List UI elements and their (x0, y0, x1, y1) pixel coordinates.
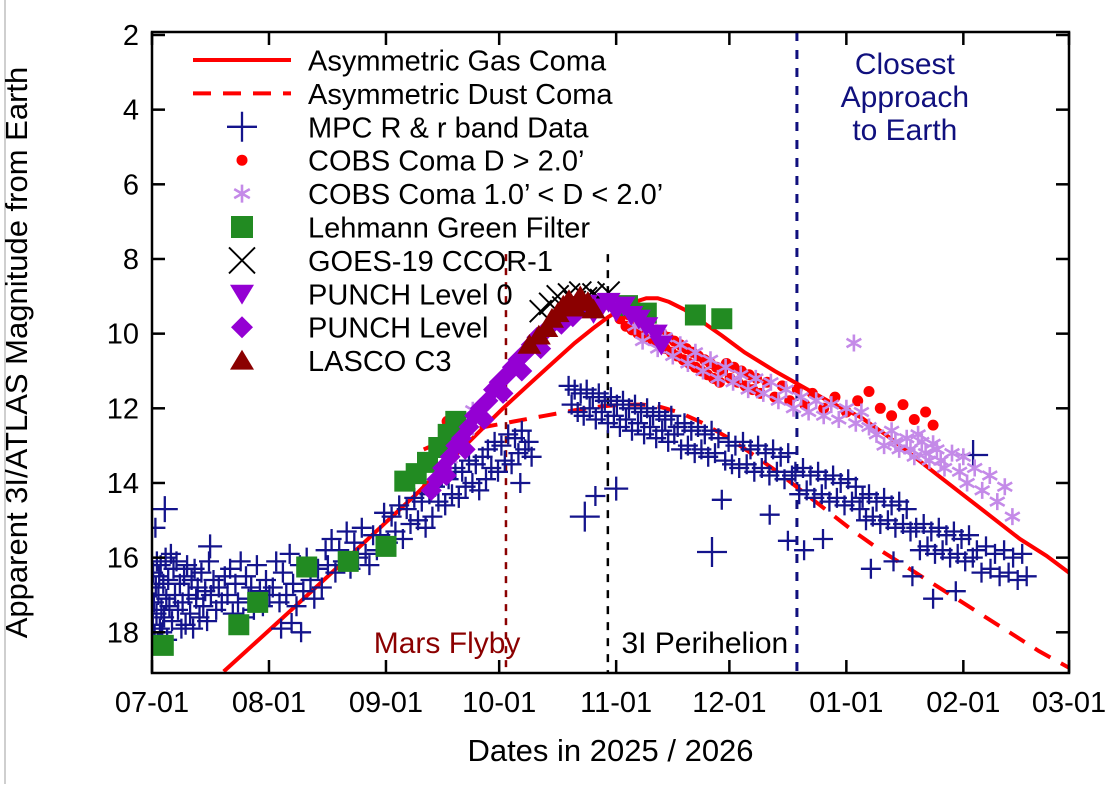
axis-ticks: 07-01 08-01 09-01 10-01 11-01 12-01 01-01 02-01… (107, 20, 1106, 719)
series-mpc (152, 375, 1037, 654)
legend-label: Asymmetric Dust Coma (308, 79, 613, 111)
annotation-labels: Mars Flyby 3I Perihelion Closest Approach to… (374, 48, 969, 660)
x-tick-label: 10-01 (462, 687, 536, 719)
legend-label: LASCO C3 (308, 346, 451, 378)
annotation-vlines (504, 32, 799, 673)
series-punch (420, 302, 584, 501)
legend-item-cobs-small: COBS Coma 1.0’ < D < 2.0’ (233, 179, 663, 211)
y-tick-label: 4 (123, 95, 139, 127)
legend-sample-dot-icon (236, 154, 248, 166)
series-lasco (517, 285, 606, 354)
y-axis-label: Apparent 3I/ATLAS Magnitude from Earth (0, 67, 34, 639)
y-tick-label: 2 (123, 20, 139, 52)
x-tick-label: 03-01 (1032, 687, 1106, 719)
y-tick-label: 18 (107, 617, 139, 649)
legend-label: Asymmetric Gas Coma (308, 46, 607, 78)
legend-label: COBS Coma D > 2.0’ (308, 146, 584, 178)
legend-item-mpc: MPC R & r band Data (227, 111, 589, 144)
legend-label: Lehmann Green Filter (308, 213, 590, 245)
legend-item-lasco: LASCO C3 (230, 346, 451, 378)
y-tick-label: 10 (107, 319, 139, 351)
x-tick-label: 02-01 (926, 687, 1000, 719)
window-border-left (4, 0, 6, 784)
legend-sample-triangle-up-icon (230, 349, 254, 370)
x-tick-label: 09-01 (349, 687, 423, 719)
legend-label: GOES-19 CCOR-1 (308, 246, 553, 278)
legend-sample-triangle-down-icon (230, 284, 254, 305)
legend-label: PUNCH Level 0 (308, 279, 513, 311)
legend-label: COBS Coma 1.0’ < D < 2.0’ (308, 179, 663, 211)
legend-item-cobs-large: COBS Coma D > 2.0’ (236, 146, 584, 178)
legend-item-dust-coma: Asymmetric Dust Coma (193, 79, 613, 111)
x-tick-label: 01-01 (809, 687, 883, 719)
y-tick-label: 8 (123, 244, 139, 276)
legend-label: PUNCH Level (308, 313, 489, 345)
plot-border (150, 30, 1071, 675)
closest-approach-label: Closest Approach to Earth (841, 48, 969, 147)
legend-sample-asterisk-icon (233, 184, 251, 203)
legend-item-gas-coma: Asymmetric Gas Coma (193, 46, 607, 78)
data-series (152, 280, 1069, 673)
y-tick-label: 12 (107, 393, 139, 425)
legend-item-punch-l0: PUNCH Level 0 (230, 279, 513, 311)
x-tick-label: 12-01 (692, 687, 766, 719)
x-tick-label: 08-01 (232, 687, 306, 719)
legend-sample-square-icon (231, 216, 253, 238)
series-dust-coma (422, 402, 1069, 670)
y-tick-label: 16 (107, 543, 139, 575)
y-tick-label: 6 (123, 169, 139, 201)
legend-sample-diamond-icon (231, 316, 253, 339)
y-tick-label: 14 (107, 468, 139, 500)
x-tick-label: 11-01 (580, 687, 652, 719)
legend-sample-plus-icon (227, 111, 257, 142)
x-tick-label: 07-01 (115, 687, 189, 719)
legend-label: MPC R & r band Data (308, 112, 589, 144)
x-axis-label: Dates in 2025 / 2026 (467, 733, 753, 768)
legend-item-punch: PUNCH Level (231, 313, 489, 345)
series-lehmann (152, 295, 733, 656)
perihelion-label: 3I Perihelion (621, 627, 788, 660)
mars-flyby-label: Mars Flyby (374, 627, 521, 660)
legend-item-lehmann: Lehmann Green Filter (231, 213, 590, 245)
legend-sample-x-icon (228, 246, 256, 275)
legend-item-goes: GOES-19 CCOR-1 (228, 246, 553, 278)
